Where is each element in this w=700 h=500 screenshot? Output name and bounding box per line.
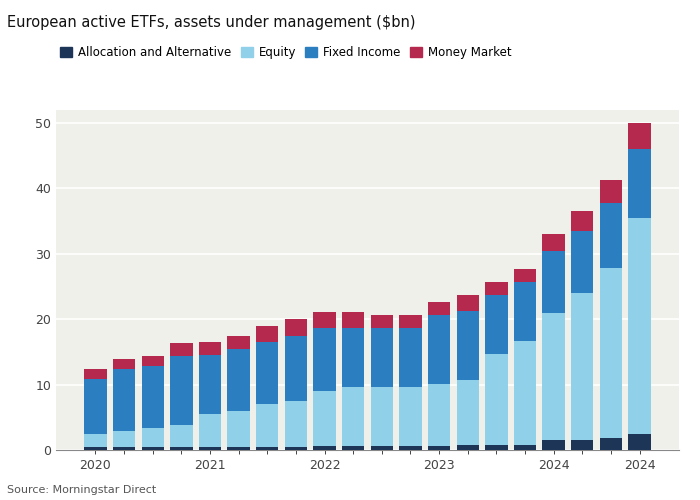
Bar: [600, 268, 622, 438]
Bar: [456, 295, 479, 312]
Bar: [285, 401, 307, 446]
Bar: [571, 293, 594, 440]
Bar: [84, 378, 106, 434]
Bar: [399, 328, 421, 387]
Bar: [199, 414, 221, 446]
Bar: [428, 316, 450, 384]
Bar: [542, 250, 565, 312]
Bar: [542, 440, 565, 450]
Bar: [399, 387, 421, 446]
Bar: [199, 342, 221, 355]
Bar: [314, 328, 336, 390]
Bar: [542, 234, 565, 250]
Bar: [571, 212, 594, 231]
Bar: [170, 356, 192, 424]
Bar: [571, 440, 594, 450]
Bar: [84, 448, 106, 450]
Text: Source: Morningstar Direct: Source: Morningstar Direct: [7, 485, 156, 495]
Bar: [370, 316, 393, 328]
Bar: [256, 326, 279, 342]
Bar: [84, 369, 106, 378]
Bar: [228, 446, 250, 450]
Bar: [170, 343, 192, 356]
Bar: [456, 380, 479, 446]
Bar: [199, 446, 221, 450]
Bar: [514, 282, 536, 341]
Bar: [285, 446, 307, 450]
Bar: [113, 369, 135, 431]
Bar: [113, 359, 135, 369]
Bar: [141, 366, 164, 428]
Bar: [370, 446, 393, 450]
Bar: [256, 342, 279, 404]
Bar: [170, 424, 192, 448]
Bar: [600, 438, 622, 450]
Bar: [571, 231, 594, 293]
Bar: [456, 446, 479, 450]
Bar: [514, 269, 536, 282]
Bar: [485, 295, 508, 354]
Legend: Allocation and Alternative, Equity, Fixed Income, Money Market: Allocation and Alternative, Equity, Fixe…: [56, 41, 516, 64]
Bar: [342, 312, 365, 328]
Bar: [399, 316, 421, 328]
Bar: [199, 355, 221, 414]
Bar: [485, 446, 508, 450]
Bar: [342, 328, 365, 387]
Bar: [428, 446, 450, 450]
Bar: [542, 312, 565, 440]
Bar: [342, 446, 365, 450]
Bar: [399, 446, 421, 450]
Bar: [514, 446, 536, 450]
Bar: [629, 149, 651, 218]
Bar: [600, 203, 622, 268]
Bar: [256, 446, 279, 450]
Bar: [629, 434, 651, 450]
Bar: [141, 448, 164, 450]
Bar: [141, 356, 164, 366]
Bar: [113, 448, 135, 450]
Bar: [342, 387, 365, 446]
Bar: [370, 387, 393, 446]
Bar: [629, 123, 651, 149]
Bar: [514, 341, 536, 446]
Bar: [314, 446, 336, 450]
Bar: [141, 428, 164, 448]
Bar: [314, 390, 336, 446]
Bar: [256, 404, 279, 446]
Bar: [370, 328, 393, 387]
Bar: [84, 434, 106, 448]
Bar: [600, 180, 622, 203]
Bar: [285, 319, 307, 336]
Bar: [456, 312, 479, 380]
Bar: [485, 354, 508, 446]
Bar: [228, 348, 250, 411]
Bar: [629, 218, 651, 434]
Text: European active ETFs, assets under management ($bn): European active ETFs, assets under manag…: [7, 15, 416, 30]
Bar: [228, 411, 250, 446]
Bar: [485, 282, 508, 295]
Bar: [113, 431, 135, 448]
Bar: [285, 336, 307, 401]
Bar: [314, 312, 336, 328]
Bar: [228, 336, 250, 348]
Bar: [428, 384, 450, 446]
Bar: [170, 448, 192, 450]
Bar: [428, 302, 450, 316]
